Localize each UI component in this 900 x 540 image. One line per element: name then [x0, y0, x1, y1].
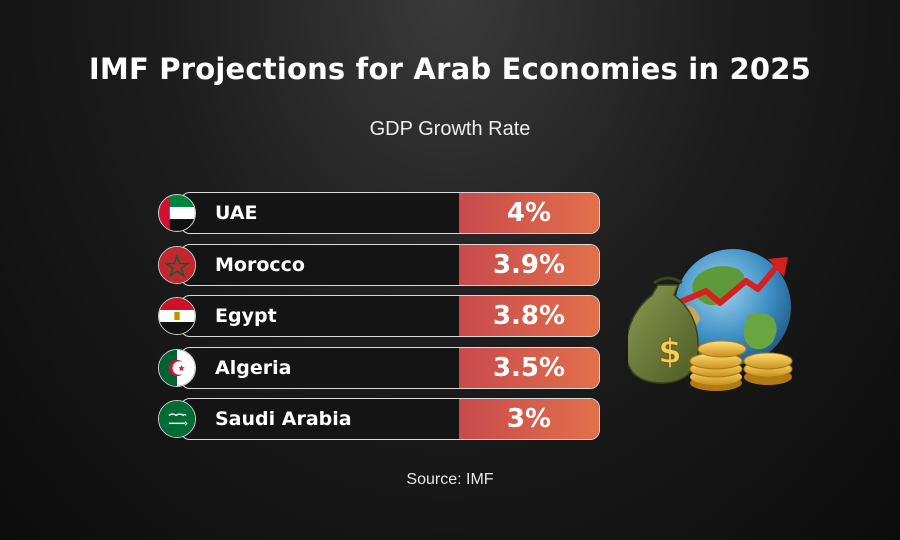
dollar-sign-icon: $ [658, 332, 682, 372]
source-note: Source: IMF [406, 471, 494, 488]
table-row: Egypt 3.8% [180, 295, 600, 337]
chart-subtitle: GDP Growth Rate [369, 118, 531, 140]
table-row: Saudi Arabia 3% [180, 398, 600, 440]
growth-value-label: 3.5% [459, 347, 599, 388]
money-bag-icon: $ [628, 276, 699, 384]
table-row: Morocco 3.9% [180, 243, 600, 286]
growth-value-label: 3.9% [459, 244, 599, 285]
saudi-arabia-flag-icon [158, 400, 196, 438]
gold-coins-icon [689, 340, 793, 391]
egypt-flag-icon [158, 297, 196, 335]
chart-title: IMF Projections for Arab Economies in 20… [88, 52, 812, 86]
growth-value-label: 4% [459, 193, 599, 233]
economy-illustration: $ [628, 249, 793, 391]
rising-arrow-icon [675, 257, 788, 306]
country-label: Algeria [215, 356, 292, 379]
country-label: Morocco [215, 253, 305, 276]
growth-value-label: 3% [459, 399, 599, 439]
table-row: UAE 4% [180, 192, 600, 234]
uae-flag-icon [158, 194, 196, 232]
algeria-flag-icon [158, 348, 196, 387]
globe-icon [675, 249, 791, 365]
country-label: Egypt [215, 305, 277, 327]
morocco-flag-icon [158, 245, 196, 284]
table-row: Algeria 3.5% [180, 346, 600, 389]
country-label: Saudi Arabia [215, 408, 352, 430]
country-label: UAE [215, 202, 258, 224]
growth-value-label: 3.8% [459, 296, 599, 336]
